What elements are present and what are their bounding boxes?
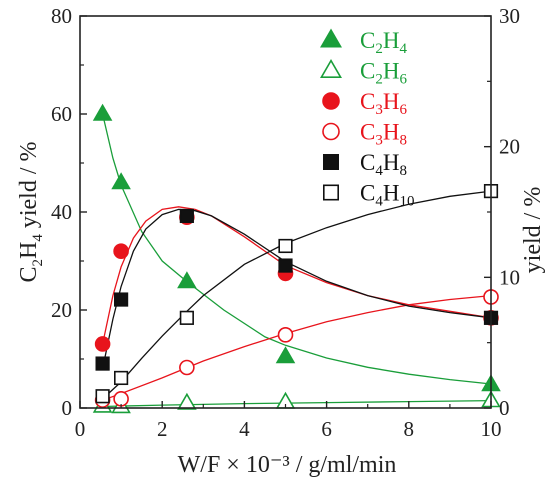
legend-marker-c4h10 [322, 184, 339, 201]
marker-c2h4-1 [111, 172, 131, 190]
fit-curve-c2h6 [102, 399, 492, 408]
marker-c4h8-1 [114, 292, 129, 307]
marker-c3h6-0 [94, 336, 111, 352]
marker-c2h6-2 [177, 392, 197, 410]
marker-c4h8-3 [278, 258, 293, 273]
fit-curve-c3h6 [101, 206, 492, 345]
fit-curve-c4h8 [101, 208, 492, 369]
legend-marker-c2h6 [320, 59, 342, 78]
legend-label-c2h6: C2H6 [360, 59, 407, 88]
marker-c3h8-1 [113, 391, 129, 407]
legend-label-c2h4: C2H4 [360, 28, 407, 57]
y-left-tick-label-2: 40 [51, 200, 72, 224]
marker-c2h4-3 [275, 346, 296, 364]
y-right-tick-label-3: 30 [499, 4, 520, 28]
marker-c3h8-2 [179, 359, 195, 376]
y-axis-label-left: C2H4 yield / % [16, 141, 46, 282]
x-tick-label-3: 6 [321, 417, 332, 441]
x-tick-label-5: 10 [481, 417, 502, 441]
x-axis-label: W/F × 10⁻³ / g/ml/min [178, 452, 397, 478]
x-tick-label-4: 8 [404, 417, 415, 441]
x-tick-label-0: 0 [75, 417, 86, 441]
marker-c4h8-2 [179, 208, 194, 224]
marker-c2h4-0 [92, 103, 113, 121]
axis-ticks [79, 15, 492, 409]
y-left-tick-label-4: 80 [51, 4, 72, 28]
legend-label-c3h6: C3H6 [360, 89, 407, 118]
y-right-tick-label-0: 0 [499, 396, 510, 420]
fit-curves [101, 113, 492, 408]
legend-marker-c3h8 [322, 122, 340, 141]
marker-c4h10-1 [114, 370, 129, 386]
marker-c3h6-1 [113, 243, 129, 259]
marker-c4h10-0 [95, 389, 110, 404]
legend-marker-c4h8 [322, 154, 339, 171]
legend-label-c3h8: C3H8 [360, 120, 407, 149]
legend-label-c4h8: C4H8 [360, 150, 407, 179]
fit-curve-c3h8 [102, 294, 492, 401]
marker-c4h8-0 [95, 356, 110, 371]
legend-marker-c2h4 [320, 28, 342, 48]
y-axis-label-right: yield / % [520, 187, 546, 274]
y-left-tick-label-0: 0 [62, 396, 73, 420]
y-right-tick-label-2: 20 [499, 135, 520, 159]
y-right-tick-label-1: 10 [499, 265, 520, 289]
x-tick-label-2: 4 [239, 417, 250, 441]
x-tick-label-1: 2 [157, 417, 168, 441]
marker-c4h10-2 [179, 310, 194, 325]
data-markers [92, 103, 501, 414]
legend-marker-c3h6 [322, 92, 340, 110]
y-left-tick-label-3: 60 [51, 102, 72, 126]
marker-c2h4-2 [177, 271, 197, 289]
fit-curve-c4h10 [102, 190, 492, 400]
y-left-tick-label-1: 20 [51, 298, 72, 322]
marker-c3h8-3 [277, 327, 294, 343]
marker-c4h10-3 [278, 238, 293, 254]
legend-label-c4h10: C4H10 [360, 181, 414, 210]
fit-curve-c2h4 [101, 113, 492, 385]
